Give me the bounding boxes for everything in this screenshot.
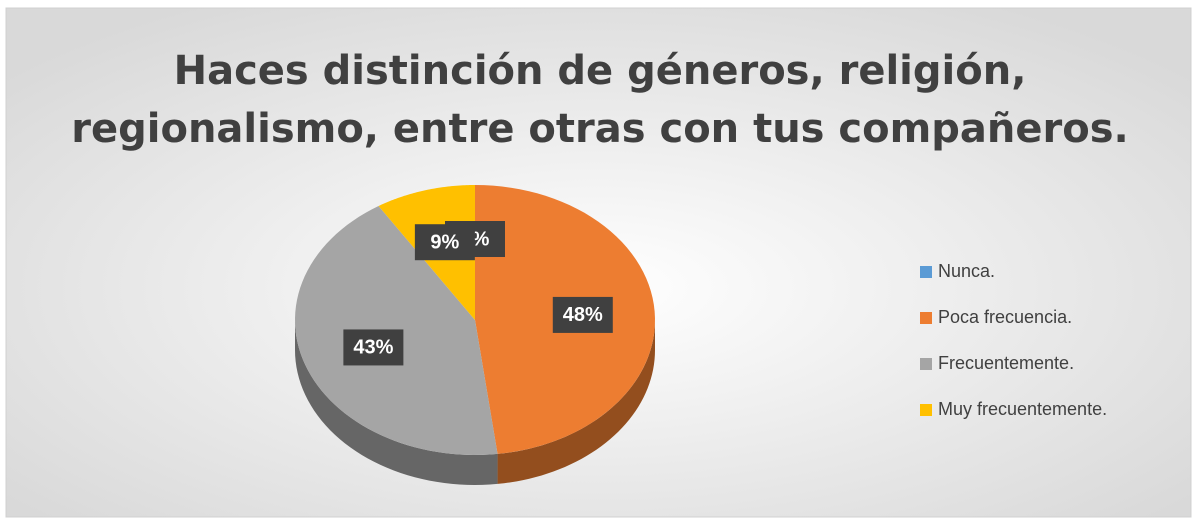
- slice-side: [497, 320, 655, 484]
- legend-swatch: [920, 266, 932, 278]
- legend-swatch: [920, 404, 932, 416]
- data-label-box: [414, 224, 475, 261]
- legend-label: Poca frecuencia.: [938, 307, 1072, 327]
- data-label-box: [552, 296, 613, 333]
- data-label: 9%: [430, 231, 459, 253]
- legend-swatch: [920, 312, 932, 324]
- legend-swatch: [920, 358, 932, 370]
- legend-label: Muy frecuentemente.: [938, 399, 1107, 419]
- legend-label: Frecuentemente.: [938, 353, 1074, 373]
- chart-title: Haces distinción de géneros, religión,: [174, 48, 1027, 94]
- data-label: 48%: [563, 304, 603, 326]
- legend-label: Nunca.: [938, 261, 995, 281]
- data-label-box: [343, 329, 404, 366]
- chart-title: regionalismo, entre otras con tus compañ…: [71, 106, 1128, 152]
- slice-side: [295, 320, 498, 485]
- data-label: 43%: [353, 337, 393, 359]
